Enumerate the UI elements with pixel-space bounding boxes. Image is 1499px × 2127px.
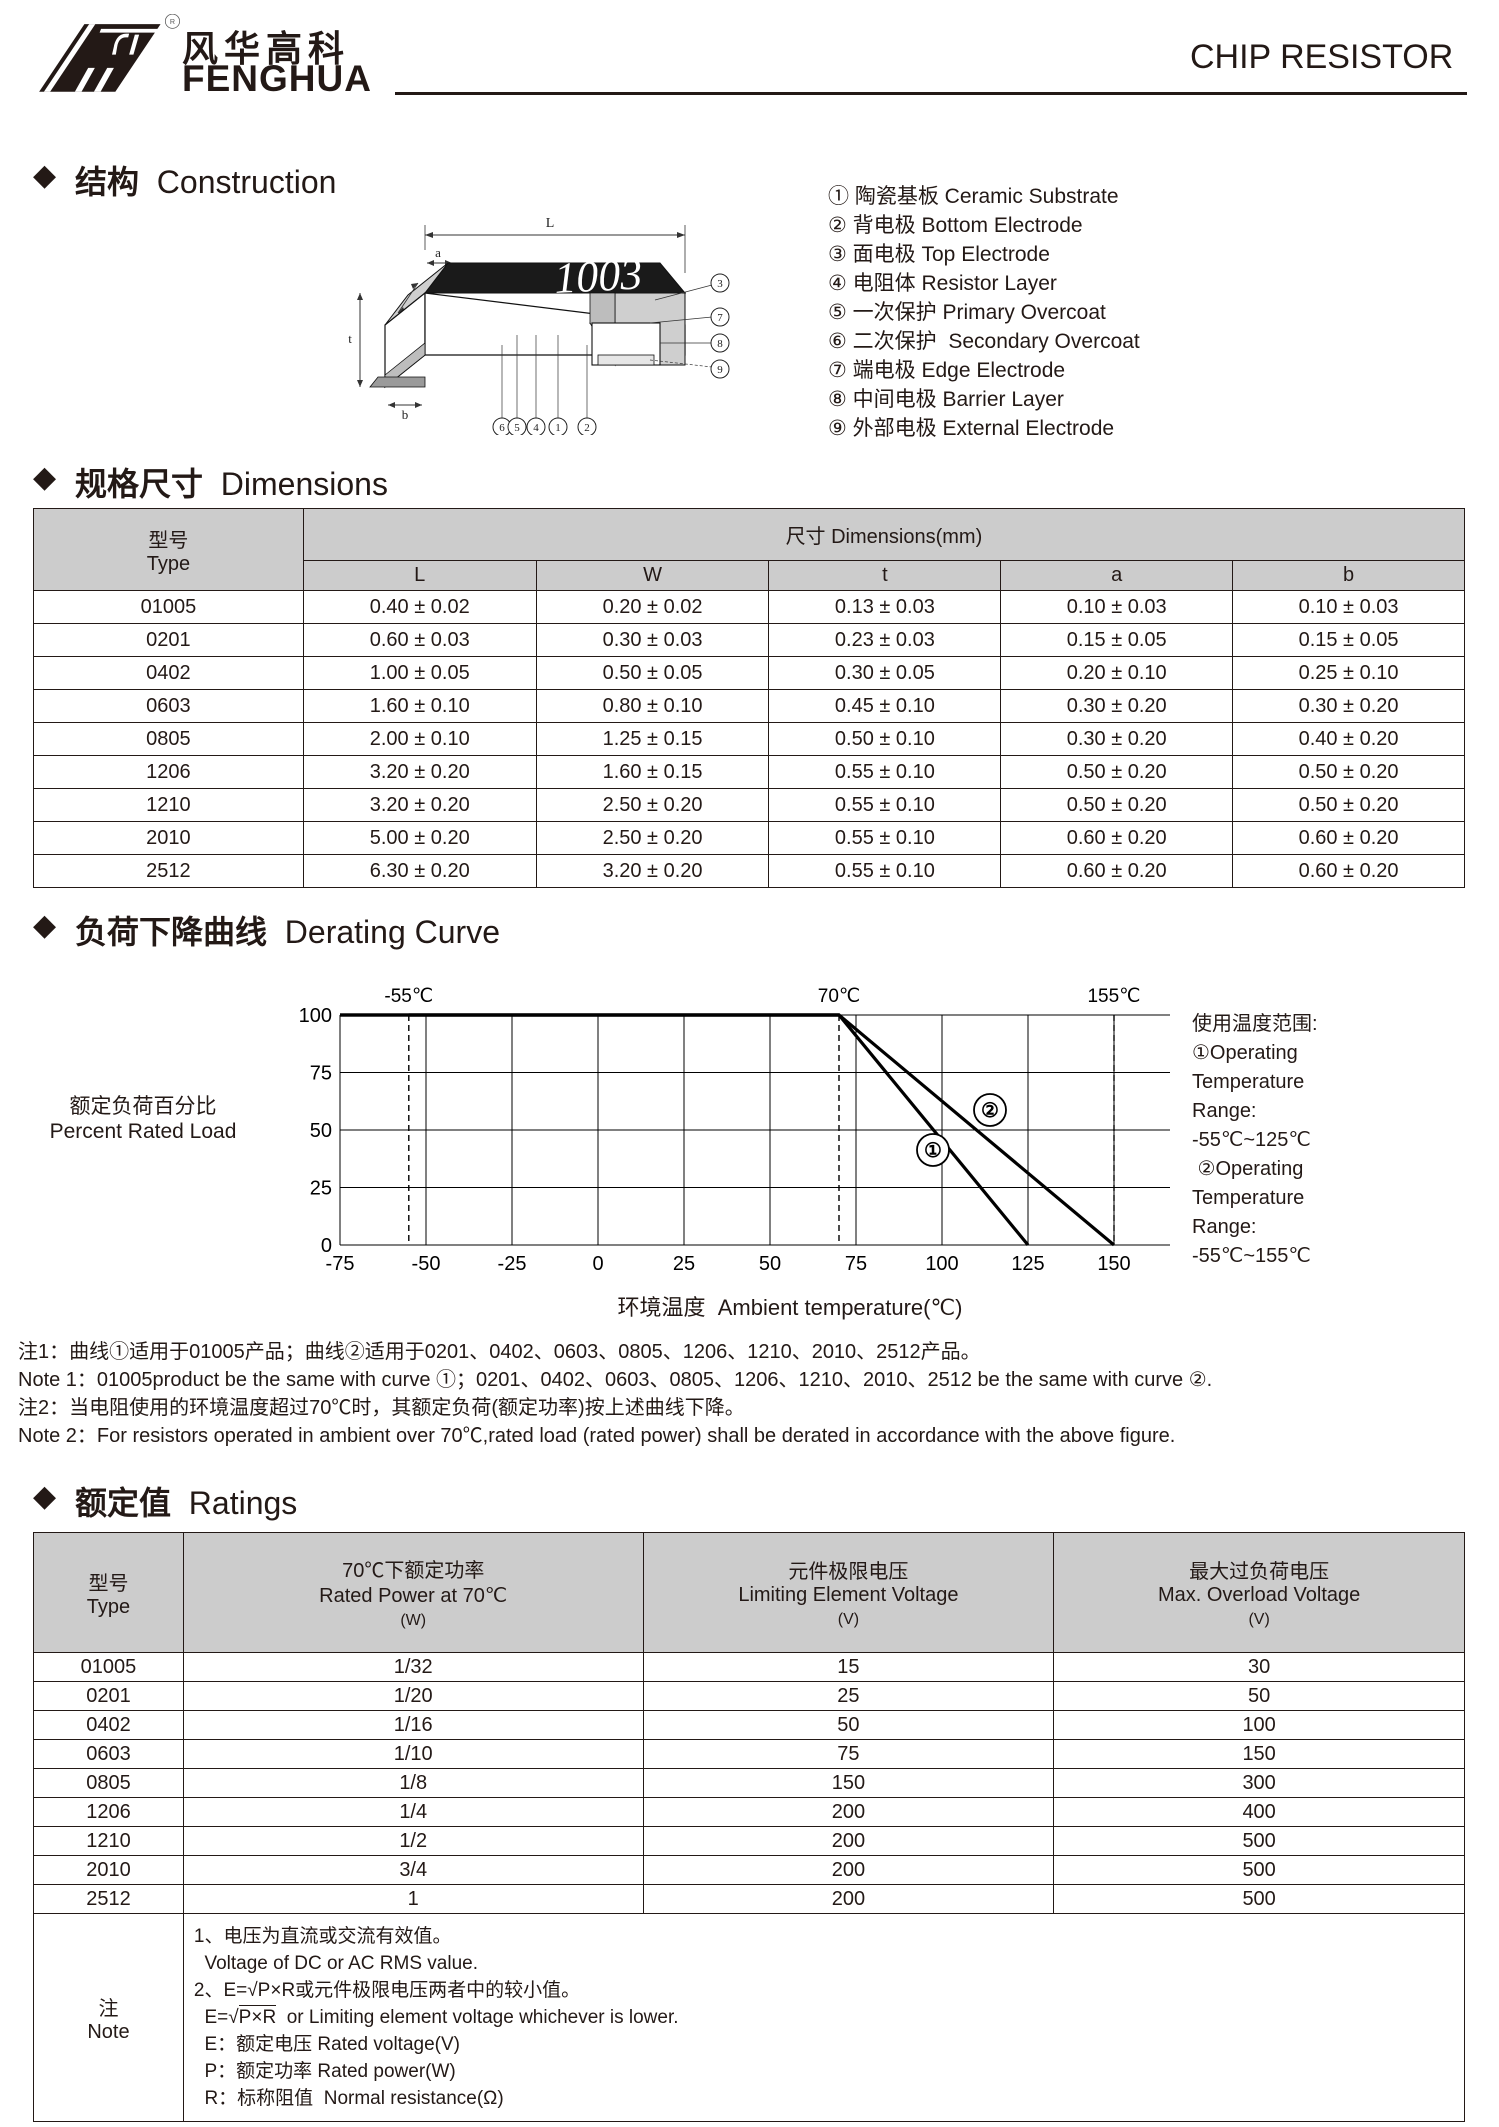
- svg-text:5: 5: [514, 422, 520, 434]
- svg-text:-55℃: -55℃: [384, 986, 433, 1007]
- svg-text:L: L: [546, 216, 555, 231]
- svg-text:2: 2: [584, 422, 590, 434]
- svg-text:a: a: [435, 245, 441, 260]
- svg-text:75: 75: [310, 1063, 332, 1085]
- svg-text:①: ①: [924, 1140, 942, 1162]
- svg-text:R: R: [170, 18, 175, 26]
- svg-text:-75: -75: [326, 1253, 355, 1275]
- svg-text:0: 0: [592, 1253, 603, 1275]
- svg-text:6: 6: [499, 422, 505, 434]
- svg-text:100: 100: [925, 1253, 958, 1275]
- svg-text:25: 25: [673, 1253, 695, 1275]
- svg-text:50: 50: [310, 1120, 332, 1142]
- svg-text:7: 7: [717, 312, 723, 324]
- svg-text:150: 150: [1097, 1253, 1130, 1275]
- svg-text:b: b: [402, 407, 409, 422]
- svg-text:8: 8: [717, 338, 723, 350]
- svg-text:-50: -50: [412, 1253, 441, 1275]
- svg-text:t: t: [348, 331, 352, 346]
- svg-text:70℃: 70℃: [818, 986, 860, 1007]
- svg-text:75: 75: [845, 1253, 867, 1275]
- svg-text:-25: -25: [498, 1253, 527, 1275]
- svg-text:3: 3: [717, 278, 723, 290]
- svg-text:155℃: 155℃: [1087, 986, 1140, 1007]
- svg-text:4: 4: [533, 422, 539, 434]
- svg-text:50: 50: [759, 1253, 781, 1275]
- svg-text:1: 1: [555, 422, 561, 434]
- svg-text:9: 9: [717, 364, 723, 376]
- svg-text:25: 25: [310, 1178, 332, 1200]
- svg-text:②: ②: [981, 1100, 999, 1122]
- svg-text:100: 100: [299, 1005, 332, 1027]
- svg-text:125: 125: [1011, 1253, 1044, 1275]
